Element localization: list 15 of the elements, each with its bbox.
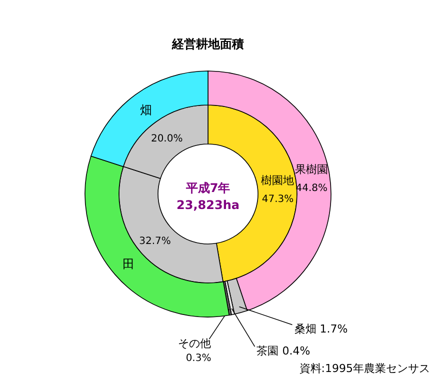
text: 資料:1995年農業センサス (299, 362, 430, 375)
slice-label: 田 (122, 256, 135, 271)
slice-label: 桑畑 1.7% (294, 322, 348, 336)
data-label: 0.3% (186, 353, 212, 364)
data-label: 47.3% (262, 194, 294, 206)
slice-label: 茶園 0.4% (256, 344, 310, 358)
slice-label: 樹園地 (261, 174, 294, 188)
data-label: 20.0% (150, 133, 183, 144)
chart-title: 経営耕地面積 (171, 37, 244, 51)
text: 23,823ha (176, 198, 240, 212)
slice-label: その他 (178, 337, 212, 350)
text: 平成7年 (184, 181, 230, 195)
data-label: 32.7% (139, 236, 171, 247)
slice-label: 畑 (140, 103, 152, 118)
slice-label: 果樹園 (295, 163, 328, 176)
